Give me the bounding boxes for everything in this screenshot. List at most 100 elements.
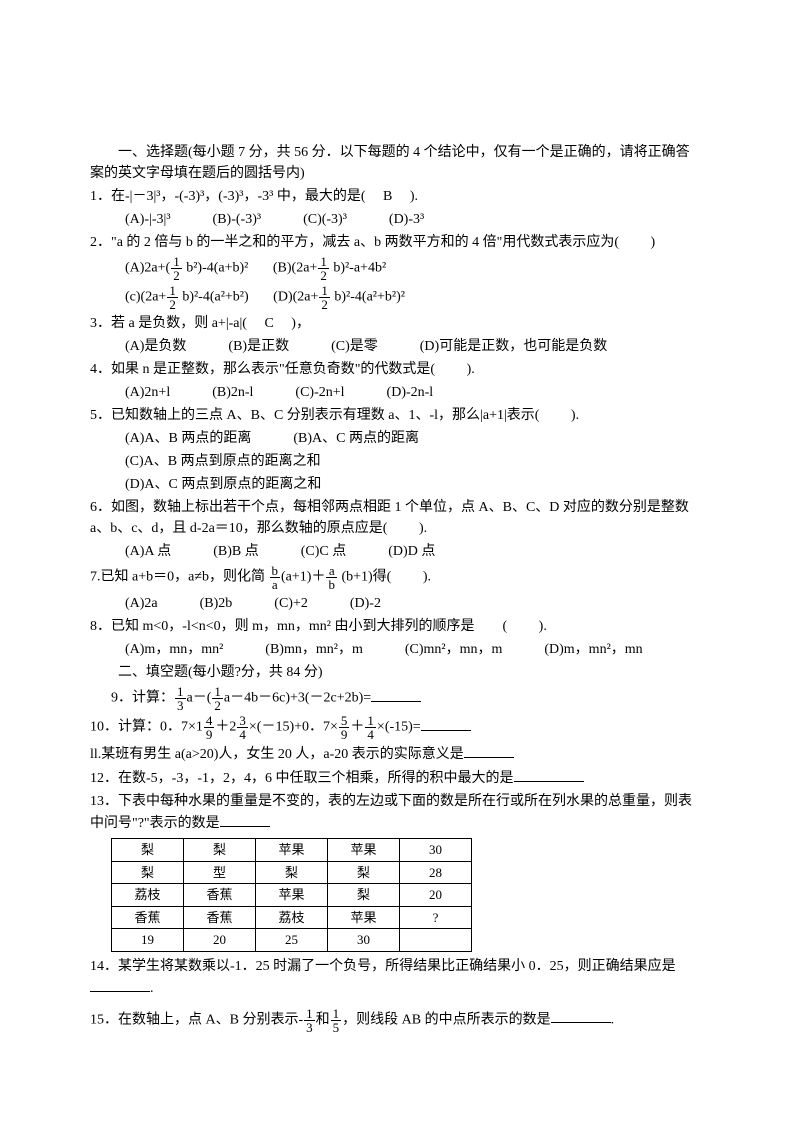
- blank: [514, 767, 584, 782]
- q10-pre: 10．计算：0．7×1: [90, 720, 203, 735]
- frac-14: 14: [364, 714, 377, 741]
- frac-13b: 13: [303, 1007, 316, 1034]
- q5-o2: (C)A、B 两点到原点的距离之和: [90, 451, 703, 472]
- q15-post: ，则线段 AB 的中点所表示的数是: [342, 1012, 550, 1027]
- q3-opts: (A)是负数 (B)是正数 (C)是零 (D)可能是正数，也可能是负数: [90, 336, 703, 357]
- blank: [464, 743, 514, 758]
- frac-13: 13: [174, 685, 187, 712]
- frac-15: 15: [330, 1007, 343, 1034]
- cell: 荔枝: [112, 884, 184, 907]
- frac-half: 12: [166, 284, 179, 311]
- table-row: 19202530: [112, 929, 472, 952]
- cell: ?: [400, 906, 472, 929]
- q12: 12．在数-5，-3，-1，2，4，6 中任取三个相乘，所得的积中最大的是: [90, 767, 703, 789]
- q4-stem: 4．如果 n 是正整数，那么表示"任意负奇数"的代数式是( ).: [90, 359, 703, 380]
- q14: 14．某学生将某数乘以-1．25 时漏了一个负号，所得结果比正确结果小 0．25…: [90, 956, 703, 999]
- q7-mid2: (b+1)得( ).: [338, 570, 431, 585]
- table-row: 梨梨苹果苹果30: [112, 839, 472, 862]
- q9: 9．计算：13a－(12a－4b－6c)+3(－2c+2b)=: [90, 685, 703, 712]
- q11-text: ll.某班有男生 a(a>20)人，女生 20 人，a-20 表示的实际意义是: [90, 747, 464, 762]
- section2-header: 二、填空题(每小题?分，共 84 分): [90, 662, 703, 683]
- q9-p2: a－4b－6c)+3(－2c+2b)=: [224, 691, 371, 706]
- table-row: 荔枝香蕉苹果梨20: [112, 884, 472, 907]
- q9-pre: 9．计算：: [111, 691, 174, 706]
- section1-header: 一、选择题(每小题 7 分，共 56 分．以下每题的 4 个结论中，仅有一个是正…: [90, 142, 703, 184]
- cell: 香蕉: [184, 884, 256, 907]
- cell: 梨: [112, 839, 184, 862]
- q10: 10．计算：0．7×149＋234×(－15)+0．7×59＋14×(-15)=: [90, 714, 703, 741]
- q14-end: .: [150, 981, 154, 996]
- table-row: 香蕉香蕉荔枝苹果?: [112, 906, 472, 929]
- q2-D-pre: (D)(2a+: [273, 290, 318, 305]
- q10-m3: ＋: [350, 720, 364, 735]
- cell: 30: [400, 839, 472, 862]
- q5-o3: (D)A、C 两点到原点的距离之和: [90, 474, 703, 495]
- blank: [371, 687, 421, 702]
- q6-stem: 6．如图，数轴上标出若干个点，每相邻两点相距 1 个单位，点 A、B、C、D 对…: [90, 497, 703, 539]
- cell: 28: [400, 861, 472, 884]
- cell: [400, 929, 472, 952]
- cell: 型: [184, 861, 256, 884]
- fruit-table: 梨梨苹果苹果30 梨型梨梨28 荔枝香蕉苹果梨20 香蕉香蕉荔枝苹果? 1920…: [111, 838, 472, 952]
- cell: 苹果: [256, 839, 328, 862]
- cell: 20: [184, 929, 256, 952]
- blank: [220, 812, 270, 827]
- cell: 荔枝: [256, 906, 328, 929]
- cell: 香蕉: [112, 906, 184, 929]
- q15-end: .: [611, 1012, 615, 1027]
- q13-stem: 13．下表中每种水果的重量是不变的，表的左边或下面的数是所在行或所在列水果的总重…: [90, 791, 703, 834]
- q4-opts: (A)2n+l (B)2n-l (C)-2n+l (D)-2n-l: [90, 382, 703, 403]
- q2-C-post: b)²-4(a²+b²): [179, 290, 249, 305]
- table-row: 梨型梨梨28: [112, 861, 472, 884]
- q2-A-pre: (A)2a+(: [125, 261, 170, 276]
- q10-m1: ＋2: [215, 720, 236, 735]
- q13-text: 13．下表中每种水果的重量是不变的，表的左边或下面的数是所在行或所在列水果的总重…: [90, 794, 692, 831]
- q2-opts-row2: (c)(2a+12 b)²-4(a²+b²) (D)(2a+12 b)²-4(a…: [90, 284, 703, 311]
- q1-opts: (A)-|-3|³ (B)-(-3)³ (C)(-3)³ (D)-3³: [90, 209, 703, 230]
- q2-D-post: b)²-4(a²+b²)²: [331, 290, 405, 305]
- cell: 19: [112, 929, 184, 952]
- q15-pre: 15．在数轴上，点 A、B 分别表示-: [90, 1012, 303, 1027]
- q15-mid: 和: [316, 1012, 330, 1027]
- cell: 苹果: [256, 884, 328, 907]
- frac-34: 34: [236, 714, 249, 741]
- frac-59: 59: [338, 714, 351, 741]
- q11: ll.某班有男生 a(a>20)人，女生 20 人，a-20 表示的实际意义是: [90, 743, 703, 765]
- q2-B-post: b)²-a+4b²: [330, 261, 386, 276]
- cell: 苹果: [328, 839, 400, 862]
- frac-half: 12: [170, 255, 183, 282]
- frac-half: 12: [318, 284, 331, 311]
- frac-ba: ba: [269, 564, 282, 591]
- q10-m2: ×(－15)+0．7×: [249, 720, 338, 735]
- cell: 25: [256, 929, 328, 952]
- q8-opts: (A)m，mn，mn² (B)mn，mn²，m (C)mn²，mn，m (D)m…: [90, 639, 703, 660]
- q7-mid1: (a+1)＋: [281, 570, 325, 585]
- blank: [421, 716, 471, 731]
- q2-C-pre: (c)(2a+: [125, 290, 166, 305]
- blank: [90, 977, 150, 992]
- cell: 30: [328, 929, 400, 952]
- q15: 15．在数轴上，点 A、B 分别表示-13和15，则线段 AB 的中点所表示的数…: [90, 1007, 703, 1034]
- frac-49: 49: [203, 714, 216, 741]
- cell: 梨: [256, 861, 328, 884]
- cell: 20: [400, 884, 472, 907]
- frac-12: 12: [211, 685, 224, 712]
- q6-opts: (A)A 点 (B)B 点 (C)C 点 (D)D 点: [90, 541, 703, 562]
- q2-opts-row1: (A)2a+(12 b²)-4(a+b)² (B)(2a+12 b)²-a+4b…: [90, 255, 703, 282]
- cell: 香蕉: [184, 906, 256, 929]
- q7-opts: (A)2a (B)2b (C)+2 (D)-2: [90, 593, 703, 614]
- q1-stem: 1．在-|－3|³，-(-3)³，(-3)³，-3³ 中，最大的是( B ).: [90, 186, 703, 207]
- q7-stem: 7.已知 a+b＝0，a≠b，则化简 ba(a+1)＋ab (b+1)得( ).: [90, 564, 703, 591]
- q2-B-pre: (B)(2a+: [273, 261, 317, 276]
- q5-o1: (A)A、B 两点的距离 (B)A、C 两点的距离: [90, 428, 703, 449]
- cell: 梨: [328, 861, 400, 884]
- cell: 梨: [112, 861, 184, 884]
- q8-stem: 8．已知 m<0，-l<n<0，则 m，mn，mn² 由小到大排列的顺序是 ( …: [90, 616, 703, 637]
- frac-ab: ab: [325, 564, 338, 591]
- frac-half: 12: [317, 255, 330, 282]
- q2-stem: 2．"a 的 2 倍与 b 的一半之和的平方，减去 a、b 两数平方和的 4 倍…: [90, 232, 703, 253]
- exam-page: 一、选择题(每小题 7 分，共 56 分．以下每题的 4 个结论中，仅有一个是正…: [0, 0, 793, 1122]
- blank: [551, 1008, 611, 1023]
- q2-A-post: b²)-4(a+b)²: [183, 261, 249, 276]
- q3-stem: 3．若 a 是负数，则 a+|-a|( C )，: [90, 313, 703, 334]
